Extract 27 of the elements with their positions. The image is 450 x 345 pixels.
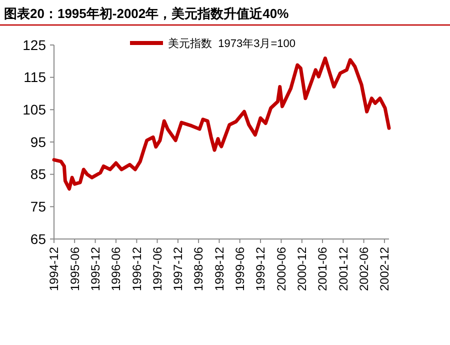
x-tick-label: 1999-12 [254,246,268,292]
y-tick-label: 105 [22,102,46,118]
x-tick-label: 2000-12 [295,246,310,292]
y-tick-label: 115 [24,69,46,86]
x-tick-label: 1998-06 [192,246,206,292]
y-tick-label: 125 [22,36,46,53]
y-tick-label: 75 [30,198,46,215]
x-tick-label: 1995-12 [88,246,102,292]
x-tick-label: 1997-06 [150,246,164,292]
x-tick-label: 2001-12 [336,246,350,292]
y-tick-label: 95 [30,134,46,150]
x-tick-label: 2000-06 [274,246,288,292]
x-tick-label: 1996-06 [109,246,124,292]
y-tick-label: 65 [30,230,46,247]
legend-label: 美元指数 1973年3月=100 [168,36,296,50]
chart-title: 图表20：1995年初-2002年，美元指数升值近40% [4,6,290,21]
x-tick-label: 1997-12 [171,246,186,292]
x-tick-label: 1994-12 [47,246,62,292]
x-tick-label: 2001-06 [316,246,330,292]
x-tick-label: 1999-06 [233,246,248,292]
x-tick-label: 1996-12 [130,246,144,292]
x-tick-label: 2002-12 [378,246,392,292]
x-tick-label: 2002-06 [356,246,371,292]
y-tick-label: 85 [30,166,46,182]
x-tick-label: 1995-06 [68,246,82,292]
x-tick-label: 1998-12 [212,246,226,292]
line-series [52,56,391,191]
